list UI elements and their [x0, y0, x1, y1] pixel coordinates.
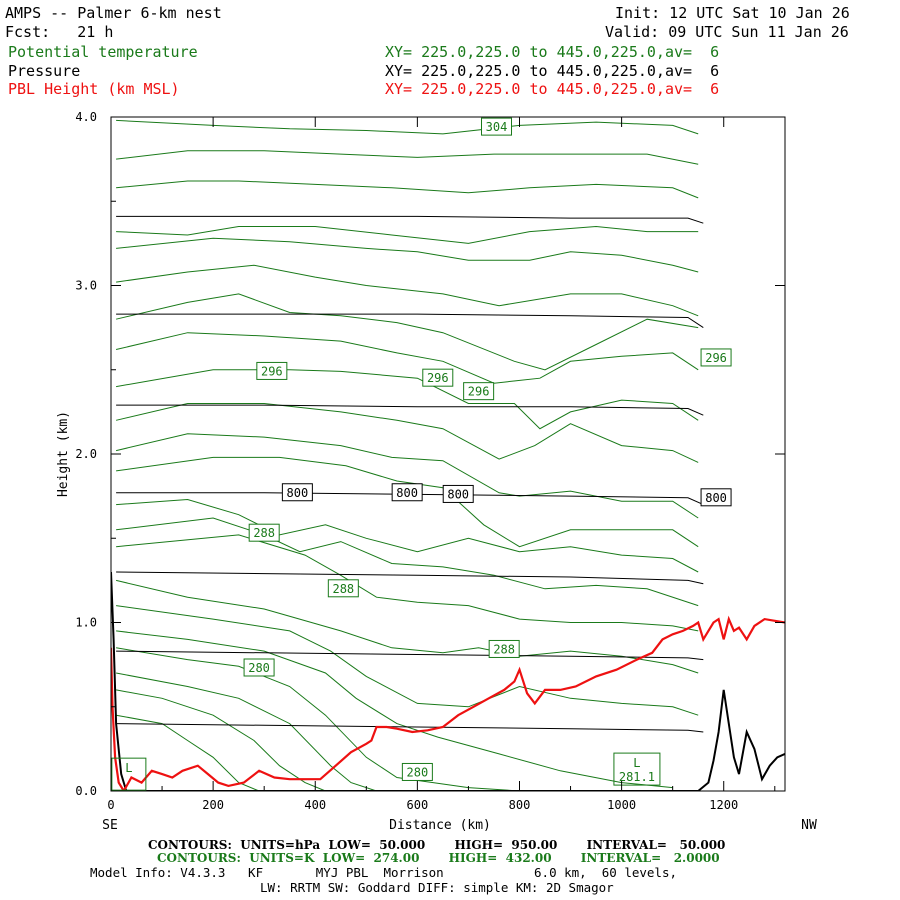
theta-contour-294 [116, 456, 699, 548]
pressure-contour-700 [116, 313, 704, 329]
theta-contours [115, 119, 699, 791]
pressure-label-box-800 [700, 488, 732, 507]
x-tick-label-600: 600 [407, 798, 429, 812]
theta-label-box-296 [256, 361, 288, 380]
pressure-label-box-800 [442, 484, 474, 503]
pressure-label-800: 800 [287, 486, 309, 500]
theta-label-280: 280 [407, 765, 429, 779]
extremum-value-1: 281.1 [619, 770, 655, 784]
theta-label-box-288 [248, 523, 280, 542]
footer-contours-pressure: CONTOURS: UNITS=hPa LOW= 50.000 HIGH= 95… [148, 838, 726, 852]
theta-label-304: 304 [486, 120, 508, 134]
y-axis-label: Height (km) [56, 411, 71, 497]
theta-contour-312 [116, 180, 699, 199]
theta-contour-290 [116, 517, 699, 607]
x-tick-label-200: 200 [202, 798, 224, 812]
theta-contour-278 [116, 672, 377, 791]
pbl-height-path [111, 615, 785, 791]
y-tick-label-4: 4.0 [75, 110, 97, 124]
forecast-hour: Fcst: 21 h [5, 23, 114, 41]
theta-contour-308 [116, 237, 699, 273]
theta-contour-306 [116, 264, 699, 317]
theta-label-280: 280 [248, 661, 270, 675]
contour-labels: 800 800 800 800 304 296 296 296 296 288 288 288 280 2… [111, 117, 732, 791]
valid-time: Valid: 09 UTC Sun 11 Jan 26 [605, 23, 849, 41]
theta-label-box-280 [401, 762, 433, 781]
y-tick-label-2: 2.0 [75, 447, 97, 461]
extremum-box-0 [111, 757, 147, 791]
theta-contour-284 [116, 605, 699, 716]
pressure-contour-800 [116, 492, 704, 506]
theta-label-box-304 [481, 117, 513, 136]
x-axis-label: Distance (km) [389, 818, 491, 833]
theta-label-288: 288 [493, 642, 515, 656]
theta-contour-282 [116, 630, 673, 789]
footer-contours-theta: CONTOURS: UNITS=K LOW= 274.00 HIGH= 432.… [157, 851, 720, 865]
x-end-label-left: SE [102, 818, 118, 833]
xy-theta: XY= 225.0,225.0 to 445.0,225.0,av= 6 [385, 43, 720, 61]
theta-contour-296 [115, 433, 699, 519]
y-tick-label-3: 3.0 [75, 279, 97, 293]
xy-pbl: XY= 225.0,225.0 to 445.0,225.0,av= 6 [385, 80, 720, 98]
x-tick-label-800: 800 [509, 798, 531, 812]
x-tick-label-400: 400 [304, 798, 326, 812]
pressure-label-800: 800 [705, 491, 727, 505]
theta-contour-276 [116, 689, 326, 791]
footer-physics: LW: RRTM SW: Goddard DIFF: simple KM: 2D… [260, 880, 614, 895]
footer-model-info: Model Info: V4.3.3 KF MYJ PBL Morrison 6… [90, 865, 677, 880]
field-theta-label: Potential temperature [8, 43, 198, 61]
terrain-line-path [111, 571, 785, 791]
init-time: Init: 12 UTC Sat 10 Jan 26 [615, 4, 850, 22]
theta-label-box-296 [422, 368, 454, 387]
theta-label-288: 288 [253, 526, 275, 540]
theta-label-box-296 [700, 348, 732, 367]
chart-title: AMPS -- Palmer 6-km nest [5, 4, 222, 22]
theta-label-box-288 [327, 579, 359, 598]
theta-contour-288 [116, 534, 699, 632]
extremum-box-1 [613, 752, 661, 786]
theta-label-296: 296 [261, 364, 283, 378]
pressure-contour-950 [116, 723, 704, 733]
x-tick-label-1000: 1000 [607, 798, 636, 812]
theta-contour-314 [116, 150, 699, 165]
theta-contour-298 [115, 403, 699, 463]
theta-contour-300 [116, 369, 699, 430]
pressure-label-box-800 [281, 483, 313, 502]
theta-label-288: 288 [332, 582, 354, 596]
theta-label-box-280 [243, 658, 275, 677]
pbl-height-line [111, 615, 785, 791]
terrain-line [111, 571, 785, 791]
theta-contour-304 [115, 293, 699, 371]
field-pressure-label: Pressure [8, 62, 81, 80]
theta-contour-316 [116, 119, 699, 135]
pressure-label-800: 800 [447, 487, 469, 501]
theta-label-296: 296 [705, 351, 727, 365]
theta-contour-286 [115, 579, 699, 674]
pressure-contour-850 [116, 571, 704, 585]
extremum-label-1: L [633, 756, 640, 770]
theta-contour-280 [116, 647, 520, 791]
x-end-label-right: NW [801, 818, 817, 833]
extremum-label-0: L [125, 761, 132, 775]
x-tick-label-1200: 1200 [709, 798, 738, 812]
theta-contour-292 [116, 498, 699, 573]
theta-contour-310 [116, 225, 699, 244]
theta-label-box-288 [488, 639, 520, 658]
x-tick-label-0: 0 [107, 798, 114, 812]
theta-contour-302 [115, 332, 699, 384]
pressure-contour-750 [116, 404, 704, 416]
pressure-label-box-800 [391, 483, 423, 502]
theta-label-box-296 [463, 382, 495, 401]
theta-label-296: 296 [468, 385, 490, 399]
pressure-contour-650 [116, 215, 704, 224]
pressure-label-800: 800 [396, 486, 418, 500]
y-tick-label-0: 0.0 [75, 784, 97, 798]
axes: 0 200 400 600 800 1000 1200 0.0 1.0 2.0 3.0 4.0 [75, 110, 785, 812]
y-tick-label-1: 1.0 [75, 616, 97, 630]
field-pbl-label: PBL Height (km MSL) [8, 80, 180, 98]
theta-label-296: 296 [427, 371, 449, 385]
xy-pressure: XY= 225.0,225.0 to 445.0,225.0,av= 6 [385, 62, 720, 80]
